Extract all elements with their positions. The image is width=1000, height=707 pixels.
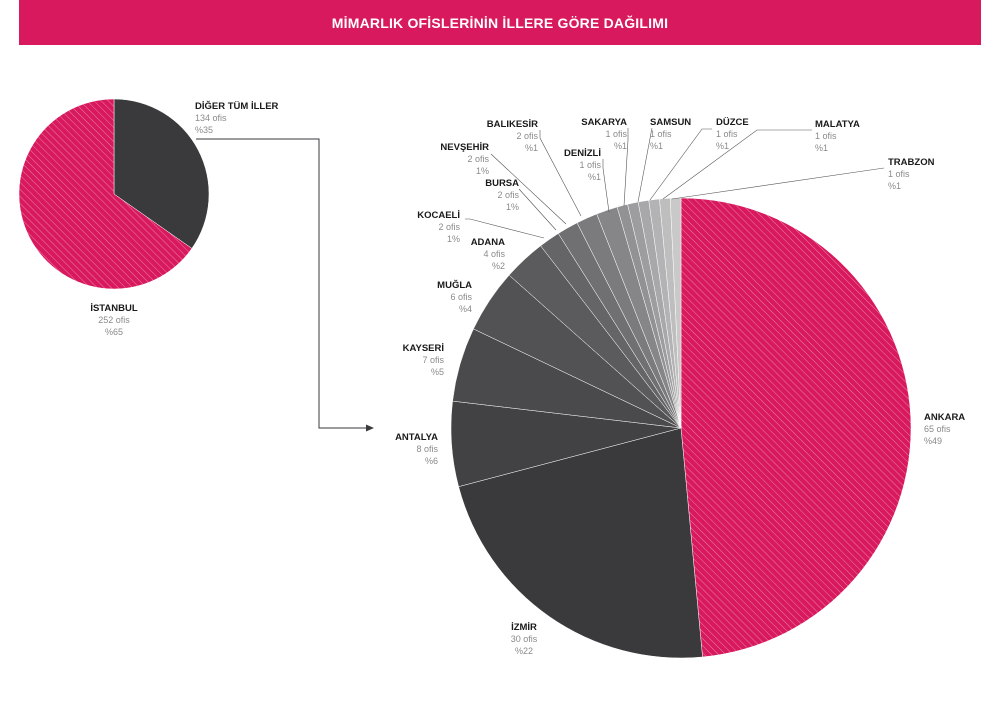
label-pct: 1% [506, 202, 519, 212]
slice-trabzon [669, 197, 682, 429]
label-pct: %1 [716, 141, 729, 151]
leader-line [671, 167, 885, 200]
label-name: SAKARYA [581, 117, 627, 128]
label-count: 7 ofis [422, 355, 444, 365]
leader-line [637, 127, 653, 203]
label-pct: %35 [195, 125, 213, 135]
label-pct: 1% [476, 166, 489, 176]
leader-line [518, 188, 557, 231]
label-pct: %22 [515, 646, 533, 656]
label-count: 2 ofis [497, 190, 519, 200]
slice-ankara [680, 197, 912, 658]
slice-izmir [458, 427, 703, 659]
label-count: 30 ofis [511, 634, 538, 644]
label-pct: %1 [525, 143, 538, 153]
slice-diger-tum-iller [113, 98, 210, 249]
leader-line [465, 218, 545, 239]
leader-line [490, 153, 567, 225]
slice-istanbul [18, 98, 193, 290]
label-pct: %1 [588, 172, 601, 182]
label-name: KAYSERİ [403, 343, 444, 354]
label-pct: %2 [492, 261, 505, 271]
label-count: 8 ofis [416, 444, 438, 454]
label-name: ADANA [471, 237, 505, 248]
label-name: NEVŞEHİR [440, 142, 489, 153]
leader-line [662, 129, 812, 200]
label-pct: %1 [614, 141, 627, 151]
label-pct: %4 [459, 304, 472, 314]
connector-arrow [196, 138, 374, 432]
label-count: 2 ofis [438, 222, 460, 232]
label-name: BALIKESİR [487, 119, 538, 130]
label-name: KOCAELİ [417, 210, 460, 221]
label-pct: 1% [447, 234, 460, 244]
label-count: 2 ofis [516, 131, 538, 141]
label-count: 1 ofis [716, 129, 738, 139]
label-count: 6 ofis [450, 292, 472, 302]
label-name: DÜZCE [716, 117, 749, 128]
label-name: DİĞER TÜM İLLER [195, 100, 279, 112]
label-name: İSTANBUL [90, 303, 138, 314]
label-count: 134 ofis [195, 113, 227, 123]
leader-line [623, 128, 629, 207]
label-count: 1 ofis [815, 131, 837, 141]
label-name: İZMİR [511, 622, 537, 633]
label-name: TRABZON [888, 157, 935, 168]
label-count: 1 ofis [650, 129, 672, 139]
label-pct: %49 [924, 436, 942, 446]
chart-title-bar: MİMARLIK OFİSLERİNİN İLLERE GÖRE DAĞILIM… [19, 0, 981, 45]
pie-other-provinces [450, 197, 912, 659]
label-count: 1 ofis [605, 129, 627, 139]
label-count: 252 ofis [98, 315, 130, 325]
label-name: MUĞLA [437, 279, 472, 291]
label-count: 1 ofis [888, 169, 910, 179]
label-name: BURSA [485, 178, 519, 189]
leader-lines [465, 127, 885, 239]
pie-istanbul-vs-others [18, 98, 210, 290]
label-count: 4 ofis [483, 249, 505, 259]
label-count: 1 ofis [579, 160, 601, 170]
label-name: ANKARA [924, 412, 965, 423]
label-count: 2 ofis [467, 154, 489, 164]
label-pct: %1 [888, 181, 901, 191]
label-pct: %6 [425, 456, 438, 466]
leader-line [539, 130, 582, 217]
label-count: 65 ofis [924, 424, 951, 434]
chart-title: MİMARLIK OFİSLERİNİN İLLERE GÖRE DAĞILIM… [331, 14, 669, 31]
label-name: SAMSUN [650, 117, 691, 128]
leader-line [649, 128, 712, 201]
label-name: ANTALYA [395, 432, 438, 443]
label-name: MALATYA [815, 119, 860, 130]
label-pct: %1 [650, 141, 663, 151]
label-pct: %1 [815, 143, 828, 153]
label-name: DENİZLİ [564, 148, 601, 159]
label-pct: %65 [105, 327, 123, 337]
leader-line [602, 159, 610, 213]
label-pct: %5 [431, 367, 444, 377]
